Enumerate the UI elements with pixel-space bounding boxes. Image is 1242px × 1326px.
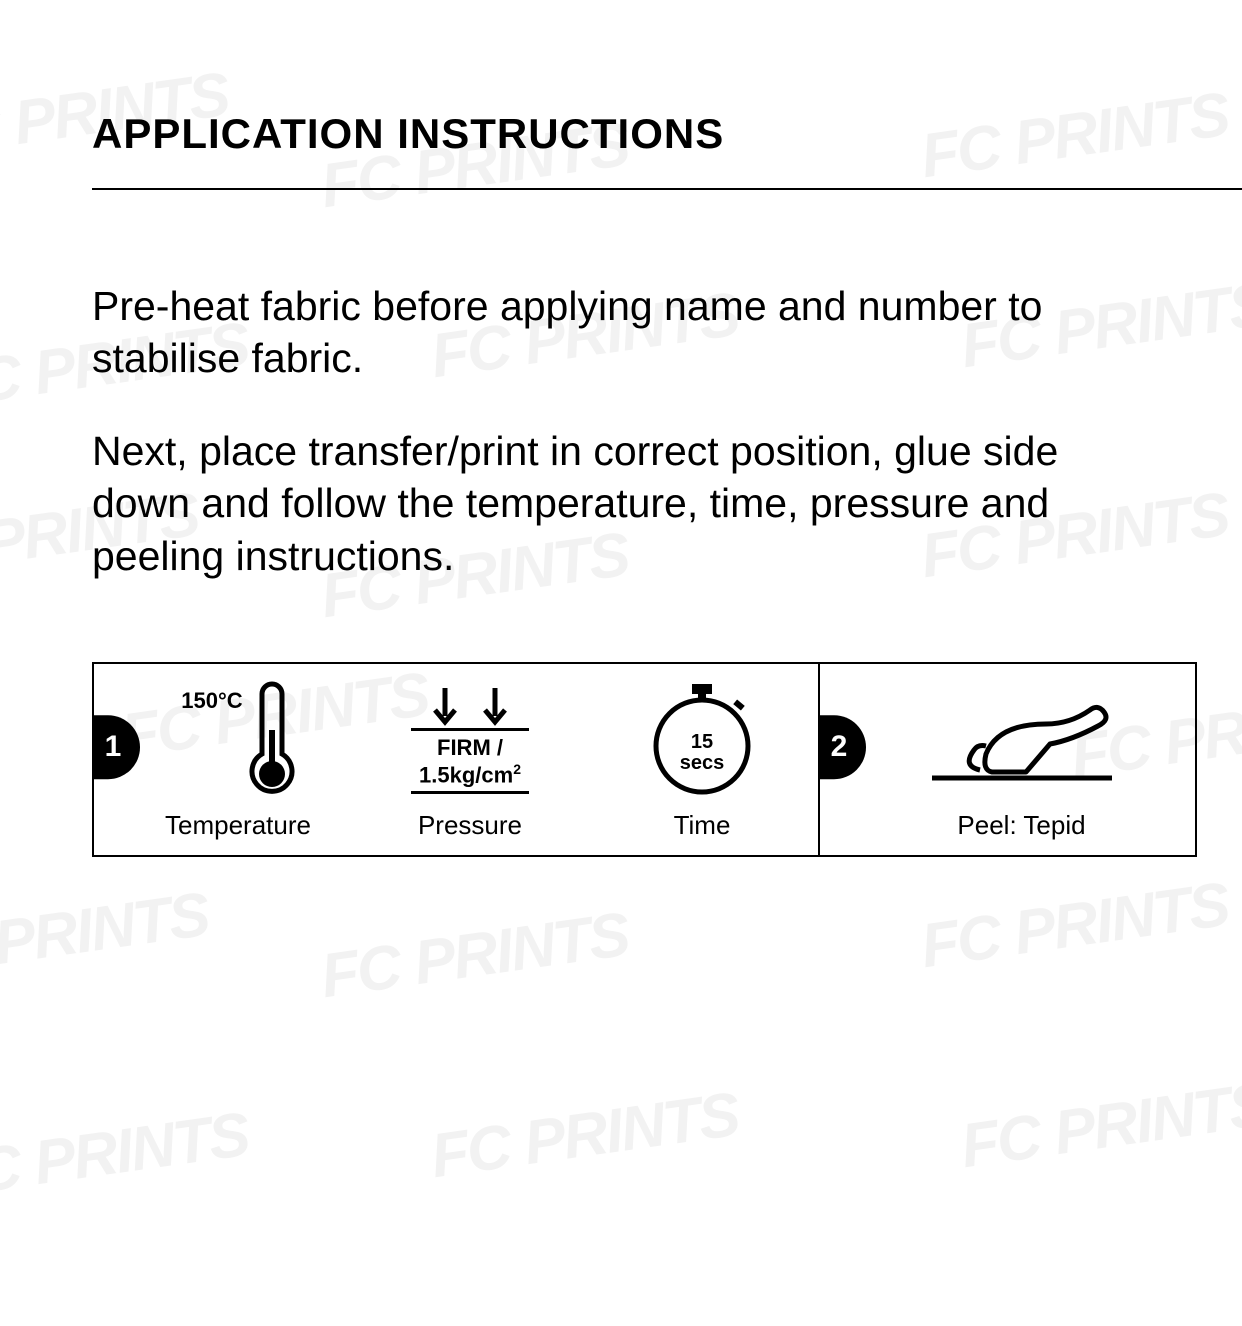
temperature-label: Temperature: [165, 810, 311, 841]
divider: [92, 188, 1242, 190]
pressure-value: FIRM / 1.5kg/cm2: [411, 728, 529, 794]
instruction-panel: 1 150°C Temperature: [92, 662, 1197, 857]
peel-label: Peel: Tepid: [957, 810, 1085, 841]
temperature-value: 150°C: [181, 688, 242, 714]
time-value-2: secs: [680, 752, 725, 774]
paragraph-2: Next, place transfer/print in correct po…: [92, 425, 1142, 582]
paragraph-1: Pre-heat fabric before applying name and…: [92, 280, 1142, 385]
pressure-cell: FIRM / 1.5kg/cm2 Pressure: [354, 664, 586, 855]
pressure-arrows-icon: [432, 686, 508, 726]
thermometer-icon: [249, 680, 295, 800]
step-1: 1 150°C Temperature: [94, 664, 820, 855]
watermark: FC PRINTS: [427, 1079, 743, 1192]
watermark: FC PRINTS: [0, 1099, 253, 1212]
watermark: FC PRINTS: [917, 869, 1233, 982]
time-cell: 15 secs Time: [586, 664, 818, 855]
watermark: FC PRINTS: [317, 899, 633, 1012]
pressure-label: Pressure: [418, 810, 522, 841]
peel-cell: Peel: Tepid: [848, 664, 1195, 855]
page-title: APPLICATION INSTRUCTIONS: [92, 110, 1242, 158]
time-value-1: 15: [691, 731, 713, 753]
watermark: FC PRINTS: [957, 1069, 1242, 1182]
watermark: FC PRINTS: [0, 879, 213, 992]
time-label: Time: [674, 810, 731, 841]
step-2: 2 Peel: Tepid: [820, 664, 1195, 855]
temperature-cell: 150°C Temperature: [122, 664, 354, 855]
peel-icon: [922, 690, 1122, 790]
